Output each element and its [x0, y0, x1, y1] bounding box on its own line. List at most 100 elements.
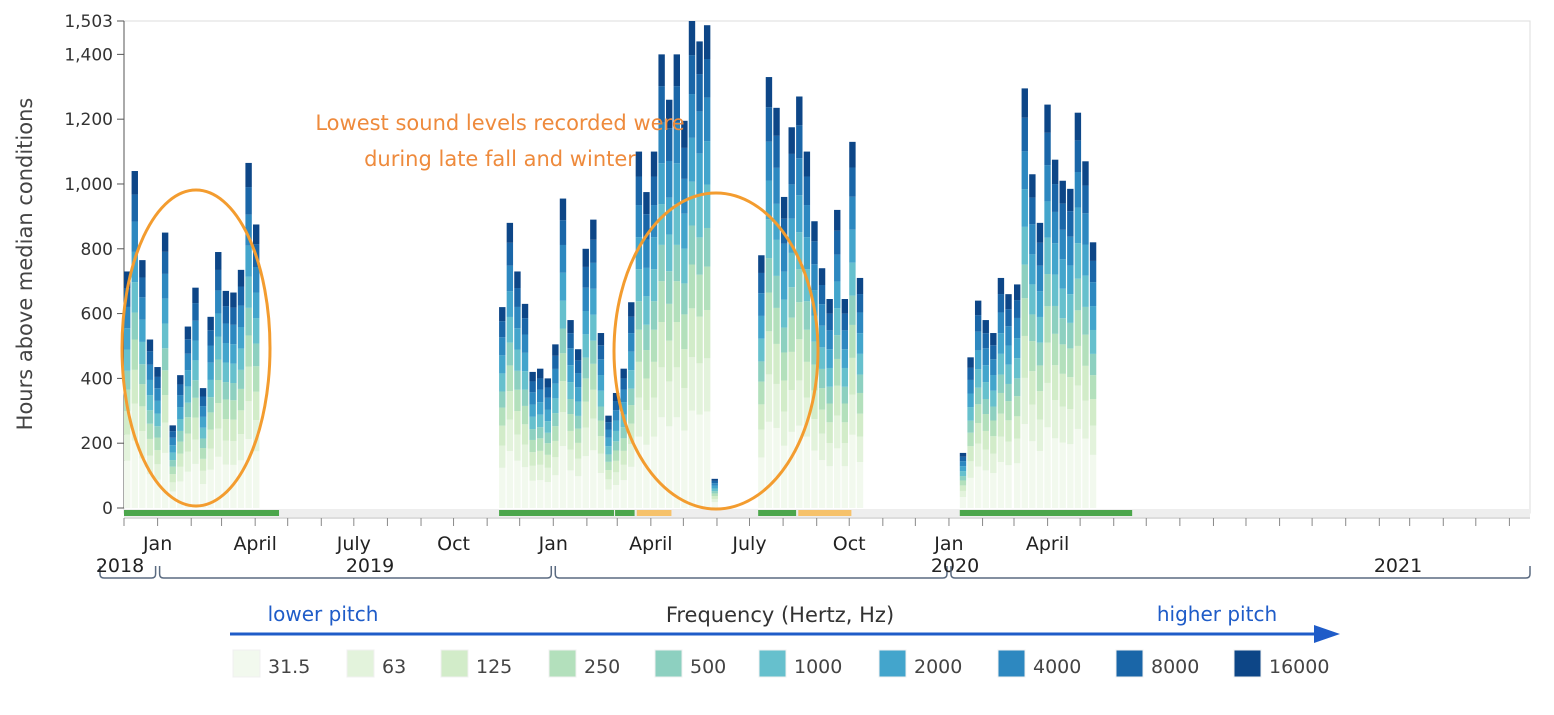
bar-segment-4000 — [696, 111, 703, 154]
bar-segment-16000 — [643, 192, 650, 215]
bar-segment-500 — [834, 335, 841, 359]
bar-segment-125 — [1029, 371, 1036, 405]
bar-segment-500 — [597, 406, 605, 421]
bar-segment-500 — [658, 244, 665, 282]
bar-segment-250 — [765, 292, 773, 332]
bar-segment-2000 — [681, 213, 688, 249]
bar-segment-2000 — [758, 315, 765, 339]
bar-segment-8000 — [658, 86, 665, 123]
bar-segment-125 — [628, 423, 635, 445]
bar-stack — [765, 77, 773, 508]
bar-segment-125 — [681, 349, 688, 388]
bar-segment-8000 — [574, 360, 582, 374]
legend-swatch — [346, 649, 375, 678]
bar-stack — [612, 392, 620, 508]
bar-stack — [1074, 112, 1082, 508]
bar-segment-500 — [818, 368, 826, 389]
bar-segment-8000 — [811, 241, 818, 265]
bar-stack — [506, 222, 514, 508]
bar-segment-500 — [758, 361, 765, 382]
legend-label: 125 — [476, 656, 512, 678]
bar-segment-31.5 — [154, 479, 161, 508]
bar-segment-2000 — [215, 313, 222, 337]
bar-segment-8000 — [1051, 184, 1059, 212]
bar-segment-16000 — [758, 255, 765, 273]
bar-segment-1000 — [628, 370, 635, 389]
bar-segment-4000 — [1089, 282, 1097, 307]
bar-segment-1000 — [834, 308, 841, 336]
bar-segment-31.5 — [1005, 465, 1012, 508]
bar-segment-8000 — [990, 345, 997, 360]
bar-segment-16000 — [230, 292, 237, 308]
bar-segment-31.5 — [643, 444, 650, 508]
bar-segment-31.5 — [856, 461, 864, 508]
bar-stack — [184, 326, 192, 508]
bar-segment-8000 — [245, 187, 252, 215]
bar-segment-4000 — [688, 94, 696, 138]
bar-segment-63 — [1036, 419, 1044, 451]
legend-label: 31.5 — [268, 656, 310, 678]
bar-segment-500 — [765, 258, 773, 293]
coverage-segment — [499, 510, 614, 516]
bar-segment-16000 — [803, 151, 811, 177]
bar-segment-500 — [590, 340, 597, 364]
y-axis-title: Hours above median conditions — [13, 98, 37, 431]
bar-segment-1000 — [582, 334, 589, 358]
bar-segment-250 — [696, 274, 703, 317]
bar-segment-16000 — [673, 54, 680, 87]
bar-segment-8000 — [856, 294, 864, 313]
year-bracket — [950, 566, 1531, 579]
bar-segment-1000 — [139, 341, 146, 365]
y-tick-label: 1,000 — [64, 175, 113, 195]
bar-segment-250 — [230, 400, 237, 420]
bar-segment-4000 — [131, 221, 138, 252]
bar-segment-16000 — [1044, 104, 1051, 133]
bar-stack — [982, 320, 989, 508]
bar-segment-63 — [628, 444, 635, 467]
bar-segment-1000 — [758, 338, 765, 362]
bar-segment-250 — [620, 438, 627, 451]
bar-segment-125 — [184, 433, 192, 452]
bar-stack — [1051, 159, 1059, 508]
bar-segment-250 — [131, 339, 138, 370]
bar-segment-125 — [658, 322, 665, 368]
bar-segment-500 — [230, 383, 237, 401]
bar-segment-8000 — [1005, 309, 1012, 327]
bar-segment-63 — [154, 464, 161, 480]
bar-segment-63 — [139, 431, 146, 459]
annotation-circle-2 — [612, 191, 820, 511]
bar-segment-31.5 — [207, 469, 214, 508]
bar-segment-1000 — [1051, 274, 1059, 306]
legend-swatch — [997, 649, 1026, 678]
bar-segment-500 — [124, 370, 131, 390]
bar-segment-31.5 — [567, 470, 574, 508]
bar-segment-500 — [688, 225, 696, 265]
bar-segment-250 — [199, 448, 207, 459]
bar-segment-4000 — [959, 461, 967, 467]
bar-segment-16000 — [1029, 174, 1036, 198]
bar-segment-31.5 — [506, 450, 514, 508]
bar-segment-2000 — [849, 229, 856, 263]
bar-segment-250 — [1089, 375, 1097, 400]
bar-segment-500 — [161, 348, 169, 371]
bar-segment-250 — [177, 441, 184, 454]
bar-segment-63 — [997, 436, 1005, 462]
bar-segment-8000 — [703, 59, 711, 98]
bar-stack — [192, 287, 199, 508]
bar-segment-2000 — [803, 237, 811, 270]
stacked-bars — [124, 21, 1097, 508]
bar-segment-2000 — [605, 437, 612, 447]
bar-segment-250 — [582, 378, 589, 402]
bar-segment-250 — [215, 380, 222, 404]
bar-stack — [773, 107, 780, 508]
legend-label: 8000 — [1151, 656, 1199, 678]
bar-segment-4000 — [124, 306, 131, 329]
bar-segment-8000 — [131, 194, 138, 222]
bar-segment-125 — [811, 390, 818, 420]
bar-stack — [849, 141, 856, 508]
bar-segment-250 — [161, 370, 169, 396]
bar-segment-500 — [788, 287, 795, 318]
bar-segment-16000 — [990, 333, 997, 346]
bar-segment-63 — [521, 444, 529, 468]
bar-segment-2000 — [658, 163, 665, 205]
